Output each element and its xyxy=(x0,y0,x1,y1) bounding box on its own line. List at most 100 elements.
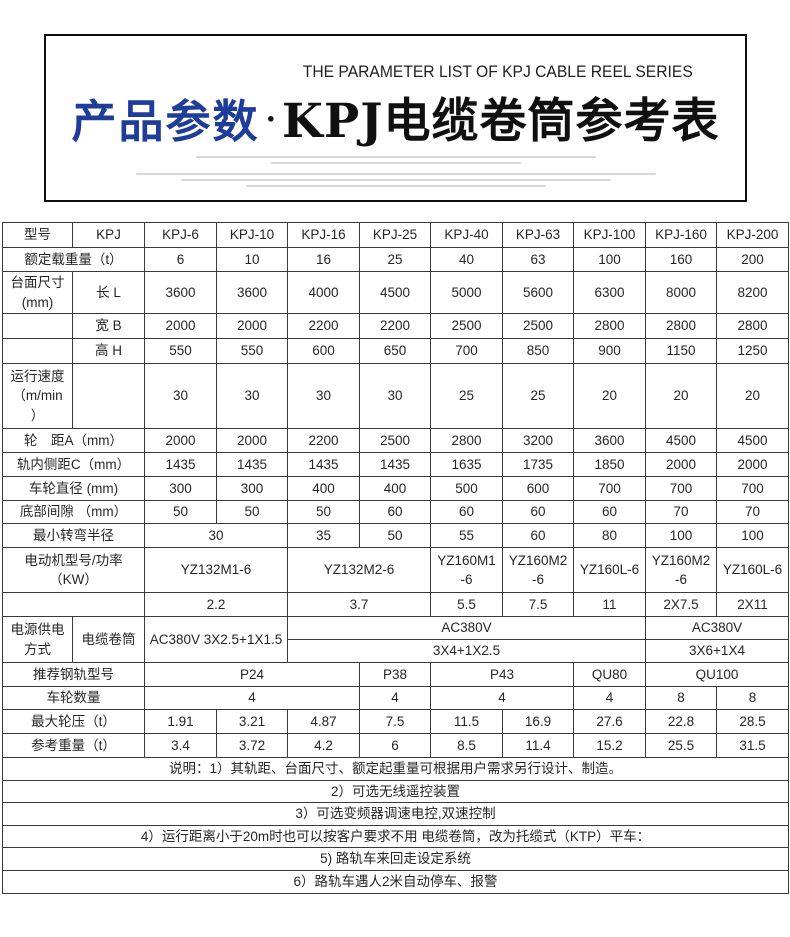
table-cell: P38 xyxy=(359,662,431,688)
table-cell: 3X4+1X2.5 xyxy=(287,639,646,664)
table-row: 推荐钢轨型号 P24 P38 P43 QU80 QU100 xyxy=(2,662,789,688)
table-cell: KPJ-10 xyxy=(216,222,288,248)
table-cell: 30 xyxy=(216,363,288,430)
table-cell: 4000 xyxy=(287,270,360,315)
table-cell: P24 xyxy=(144,662,360,688)
table-cell: 50 xyxy=(144,500,217,525)
row-label: 最大轮压（t） xyxy=(2,709,145,735)
table-row: 车轮直径 (mm) 300 300 400 400 500 600 700 700 700 xyxy=(2,476,789,502)
table-cell: YZ160L-6 xyxy=(573,547,646,594)
table-cell: P43 xyxy=(430,662,574,688)
table-cell: 6300 xyxy=(573,270,646,315)
table-cell: YZ132M2-6 xyxy=(287,547,431,594)
table-cell: 2500 xyxy=(430,313,503,340)
table-cell: AC380V xyxy=(287,616,646,641)
table-cell: KPJ-40 xyxy=(430,222,503,248)
table-cell: 60 xyxy=(359,500,431,525)
table-cell: 550 xyxy=(144,338,217,365)
table-cell: 2800 xyxy=(430,428,503,454)
table-cell: 2000 xyxy=(216,428,288,454)
table-row: 电动机型号/功率 （KW） YZ132M1-6 YZ132M2-6 YZ160M1 -… xyxy=(2,547,789,594)
table-cell: 4500 xyxy=(645,428,717,454)
table-cell: 4 xyxy=(430,686,574,711)
fine-print-line xyxy=(180,179,611,181)
table-cell: 60 xyxy=(502,523,574,549)
table-cell: 700 xyxy=(573,476,646,502)
table-cell: 50 xyxy=(359,523,431,549)
table-cell xyxy=(72,363,145,430)
table-cell: 7.5 xyxy=(502,592,574,618)
table-cell: 4500 xyxy=(359,270,431,315)
table-cell: 850 xyxy=(502,338,574,365)
table-row: 6）路轨车遇人2米自动停车、报警 xyxy=(2,869,789,894)
row-label: 车轮直径 (mm) xyxy=(2,476,145,502)
table-cell: 11.4 xyxy=(502,733,574,759)
table-cell: 8 xyxy=(645,686,717,711)
row-label: 底部间隙 （mm） xyxy=(2,500,145,525)
note-row: 4）运行距离小于20m时也可以按客户要求不用 电缆卷筒，改为托缆式（KTP）平车… xyxy=(2,824,789,849)
table-cell: 30 xyxy=(144,363,217,430)
table-cell: AC380V 3X2.5+1X1.5 xyxy=(144,616,288,664)
table-cell: 2800 xyxy=(645,313,717,340)
table-cell: 40 xyxy=(430,247,503,272)
table-cell: 30 xyxy=(144,523,288,549)
table-cell: 10 xyxy=(216,247,288,272)
table-cell: 30 xyxy=(287,363,360,430)
table-cell: 3200 xyxy=(502,428,574,454)
table-cell: 2000 xyxy=(716,452,789,478)
table-cell: 28.5 xyxy=(716,709,789,735)
table-cell: QU100 xyxy=(645,662,789,688)
note-row: 说明：1）其轨距、台面尺寸、额定起重量可根据用户需求另行设计、制造。 xyxy=(2,757,789,781)
table-cell: 2000 xyxy=(144,428,217,454)
table-cell: 50 xyxy=(287,500,360,525)
row-label: 推荐钢轨型号 xyxy=(2,662,145,688)
table-cell: 6 xyxy=(144,247,217,272)
table-cell: 100 xyxy=(573,247,646,272)
table-cell: 3600 xyxy=(144,270,217,315)
row-label: 最小转弯半径 xyxy=(2,523,145,549)
table-cell: 200 xyxy=(716,247,789,272)
table-cell: 2000 xyxy=(144,313,217,340)
table-cell: 700 xyxy=(716,476,789,502)
table-row: 型号 KPJ KPJ-6 KPJ-10 KPJ-16 KPJ-25 KPJ-40 KPJ-63… xyxy=(2,222,789,248)
table-cell: 25 xyxy=(430,363,503,430)
table-cell: 160 xyxy=(645,247,717,272)
table-cell: 70 xyxy=(645,500,717,525)
table-cell: 4500 xyxy=(716,428,789,454)
table-cell: 60 xyxy=(430,500,503,525)
row-label: 轮 距A（mm） xyxy=(2,428,145,454)
table-cell: 2200 xyxy=(287,428,360,454)
table-cell: 8 xyxy=(716,686,789,711)
table-cell: 3600 xyxy=(573,428,646,454)
table-cell: 1435 xyxy=(359,452,431,478)
table-row: 最小转弯半径 30 35 50 55 60 80 100 100 xyxy=(2,523,789,549)
row-sublabel: 高 H xyxy=(72,338,145,365)
table-cell: 700 xyxy=(645,476,717,502)
row-label xyxy=(2,313,73,340)
table-cell: 20 xyxy=(716,363,789,430)
table-cell: 25 xyxy=(359,247,431,272)
table-cell: 27.6 xyxy=(573,709,646,735)
table-cell: 3600 xyxy=(216,270,288,315)
table-cell: 650 xyxy=(359,338,431,365)
table-cell: 8.5 xyxy=(430,733,503,759)
row-sublabel: 宽 B xyxy=(72,313,145,340)
table-cell: KPJ-25 xyxy=(359,222,431,248)
table-row: 2）可选无线遥控装置 xyxy=(2,779,789,804)
table-cell: 2800 xyxy=(573,313,646,340)
subtitle-english: THE PARAMETER LIST OF KPJ CABLE REEL SER… xyxy=(302,62,693,81)
table-cell: YZ160M2 -6 xyxy=(502,547,574,594)
table-cell: 25 xyxy=(502,363,574,430)
table-cell: 15.2 xyxy=(573,733,646,759)
table-cell: 300 xyxy=(144,476,217,502)
fine-print-line xyxy=(135,173,656,175)
table-cell: 2X11 xyxy=(716,592,789,618)
table-cell: 5600 xyxy=(502,270,574,315)
table-cell: AC380V xyxy=(645,616,789,641)
table-cell: 2X7.5 xyxy=(645,592,717,618)
table-cell: KPJ-6 xyxy=(144,222,217,248)
table-cell: 1435 xyxy=(287,452,360,478)
note-row: 6）路轨车遇人2米自动停车、报警 xyxy=(2,869,789,894)
fine-print-lines xyxy=(46,152,745,191)
table-cell: 2.2 xyxy=(144,592,288,618)
